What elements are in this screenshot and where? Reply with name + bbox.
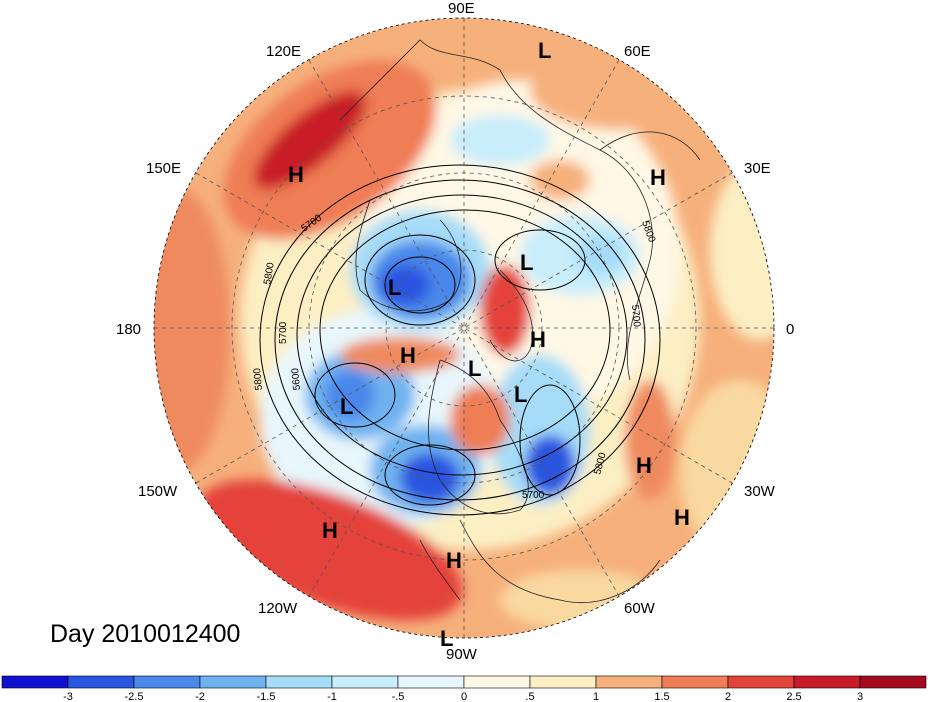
colorbar-bin xyxy=(67,675,135,689)
lon-label-30w: 30W xyxy=(744,483,776,500)
colorbar-tick-label: -1 xyxy=(327,691,337,702)
low-marker: L xyxy=(514,382,527,407)
height-contours xyxy=(259,164,661,516)
lon-label-90e: 90E xyxy=(448,0,475,17)
low-marker: L xyxy=(538,38,551,63)
colorbar-tick-label: 3 xyxy=(857,691,863,702)
contour-label: 5600 xyxy=(290,367,303,391)
lon-label-90w: 90W xyxy=(446,646,478,663)
colorbar-tick-label: 0 xyxy=(461,691,467,702)
contour-label: 5700 xyxy=(278,321,289,344)
lon-label-120e: 120E xyxy=(266,43,301,60)
colorbar-bin xyxy=(529,675,597,689)
lon-label-150w: 150W xyxy=(138,483,178,500)
colorbar-tick-label: -1.5 xyxy=(257,691,276,702)
contour-label: 5700 xyxy=(522,490,545,501)
colorbar-tick-label: 2.5 xyxy=(786,691,801,702)
low-marker: L xyxy=(468,356,481,381)
colorbar-tick-label: 2 xyxy=(725,691,731,702)
high-marker: H xyxy=(288,162,304,187)
contour-label: 5700 xyxy=(629,304,642,328)
colorbar-bin xyxy=(199,675,267,689)
lon-label-30e: 30E xyxy=(744,160,771,177)
colorbar-tick-label: .5 xyxy=(525,691,534,702)
low-marker: L xyxy=(340,394,353,419)
lon-label-150e: 150E xyxy=(146,160,181,177)
colorbar-tick-label: 1.5 xyxy=(654,691,669,702)
colorbar-bin xyxy=(397,675,465,689)
lon-label-0: 0 xyxy=(786,321,794,338)
colorbar-tick-label: -.5 xyxy=(392,691,405,702)
low-marker: L xyxy=(520,250,533,275)
high-marker: H xyxy=(674,505,690,530)
contour-label: 5800 xyxy=(262,261,277,285)
pressure-markers: L H H L L H H L L L H H H H L xyxy=(288,38,690,651)
low-marker: L xyxy=(388,275,401,300)
colorbar-bin xyxy=(1,675,69,689)
high-marker: H xyxy=(322,518,338,543)
low-marker: L xyxy=(440,626,453,651)
colorbar-bin xyxy=(133,675,201,689)
high-marker: H xyxy=(636,453,652,478)
high-marker: H xyxy=(650,165,666,190)
map-title: Day 2010012400 xyxy=(50,620,241,648)
colorbar-bin xyxy=(793,675,861,689)
high-marker: H xyxy=(530,327,546,352)
lon-label-180: 180 xyxy=(116,321,141,338)
colorbar-tick-label: 1 xyxy=(593,691,599,702)
colorbar-bin xyxy=(331,675,399,689)
colorbar-tick-label: -2 xyxy=(195,691,205,702)
coastlines xyxy=(339,39,701,603)
colorbar-bin xyxy=(595,675,663,689)
high-marker: H xyxy=(400,343,416,368)
graticule xyxy=(153,17,775,639)
colorbar-bin xyxy=(859,675,927,689)
colorbar-tick-label: -3 xyxy=(63,691,73,702)
colorbar-bin xyxy=(661,675,729,689)
longitude-labels: 90E 120E 60E 150E 30E 180 0 150W 30W 120… xyxy=(116,0,794,663)
lon-label-60w: 60W xyxy=(624,600,656,617)
colorbar: -3 -2.5 -2 -1.5 -1 -.5 0 .5 1 1.5 2 2.5 3 xyxy=(1,675,927,702)
colorbar-bin xyxy=(463,675,531,689)
colorbar-bin xyxy=(265,675,333,689)
contour-label: 5800 xyxy=(252,367,265,391)
high-marker: H xyxy=(446,548,462,573)
lon-label-60e: 60E xyxy=(624,43,651,60)
colorbar-tick-label: -2.5 xyxy=(125,691,144,702)
lon-label-120w: 120W xyxy=(258,600,298,617)
colorbar-bin xyxy=(727,675,795,689)
